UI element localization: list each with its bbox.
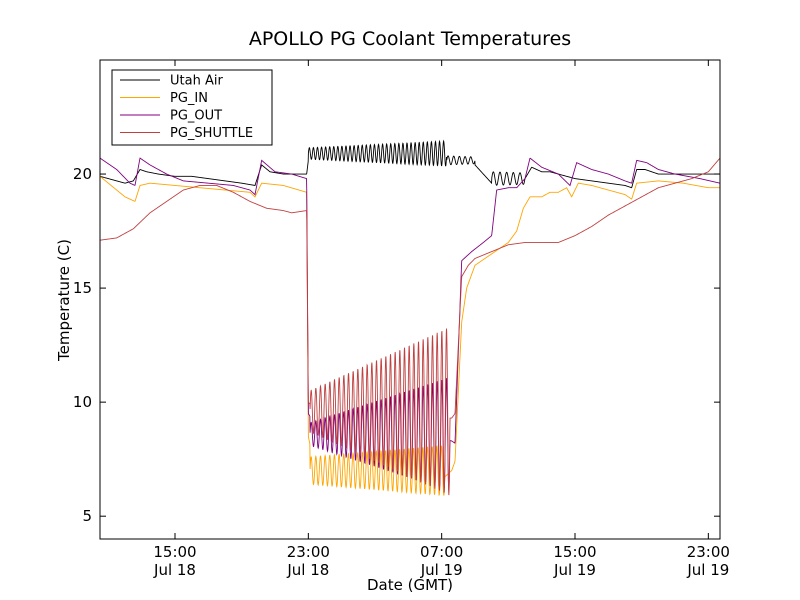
series-layer	[100, 139, 720, 497]
x-tick-time-label: 23:00	[287, 543, 330, 561]
x-tick-date-label: Jul 18	[153, 561, 196, 579]
x-tick-time-label: 15:00	[553, 543, 596, 561]
series-line-pg-in	[100, 175, 720, 497]
x-axis-label: Date (GMT)	[367, 576, 453, 594]
y-tick-label: 10	[73, 393, 92, 411]
legend-label: PG_IN	[170, 91, 208, 106]
x-tick-time-label: 15:00	[153, 543, 196, 561]
legend: Utah Air PG_IN PG_OUT PG_SHUTTLE	[111, 69, 273, 146]
plot-frame	[99, 59, 721, 540]
y-tick-label: 20	[73, 165, 92, 183]
x-tick-date-label: Jul 19	[686, 561, 729, 579]
y-tick-label: 15	[73, 279, 92, 297]
x-tick-date-label: Jul 19	[420, 561, 463, 579]
series-line-utah-air	[100, 139, 720, 189]
y-tick-label: 5	[82, 507, 92, 525]
x-tick-date-label: Jul 19	[553, 561, 596, 579]
legend-label: Utah Air	[170, 74, 223, 89]
series-line-pg-shuttle	[100, 157, 720, 496]
x-tick-time-label: 07:00	[420, 543, 463, 561]
x-tick-date-label: Jul 18	[286, 561, 329, 579]
legend-label: PG_OUT	[170, 109, 222, 124]
legend-label: PG_SHUTTLE	[170, 126, 253, 141]
chart-title: APOLLO PG Coolant Temperatures	[249, 28, 571, 50]
x-tick-time-label: 23:00	[687, 543, 730, 561]
y-axis-label: Temperature (C)	[55, 239, 73, 362]
